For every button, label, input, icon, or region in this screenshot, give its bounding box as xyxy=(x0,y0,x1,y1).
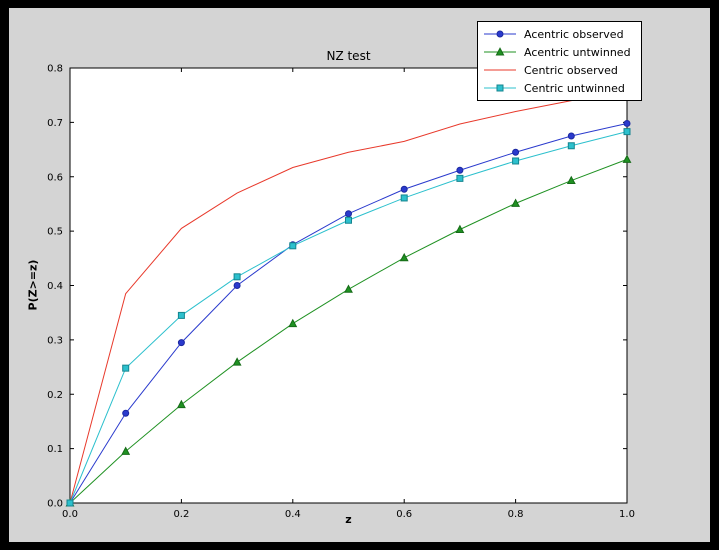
data-marker xyxy=(177,311,185,319)
data-marker xyxy=(288,318,298,328)
x-axis-label: z xyxy=(345,513,352,526)
x-tick-label: 0.4 xyxy=(285,509,301,520)
legend: Acentric observed Acentric untwinned Centr… xyxy=(477,21,642,101)
data-marker xyxy=(177,339,185,347)
data-marker xyxy=(512,157,520,165)
y-tick-label: 0.1 xyxy=(47,444,63,455)
data-marker xyxy=(176,399,186,409)
data-marker xyxy=(623,128,631,136)
legend-label: Acentric untwinned xyxy=(524,45,631,59)
data-marker xyxy=(399,252,409,262)
legend-item: Acentric untwinned xyxy=(483,44,631,60)
data-marker xyxy=(496,84,504,92)
chart-title: NZ test xyxy=(326,49,371,63)
data-marker xyxy=(344,284,353,293)
y-tick-label: 0.4 xyxy=(47,281,63,292)
y-tick-label: 0.7 xyxy=(47,118,63,129)
legend-line-sample xyxy=(484,47,516,56)
y-tick-label: 0.2 xyxy=(47,390,63,401)
y-tick-label: 0.0 xyxy=(47,499,63,510)
data-marker xyxy=(233,273,241,281)
data-marker xyxy=(122,364,130,372)
legend-label: Acentric observed xyxy=(524,27,624,41)
legend-line-sample xyxy=(484,69,516,71)
data-marker xyxy=(456,166,464,174)
figure: 0.0 0.2 0.4 0.6 0.8 1.0 0.0 0.1 0.2 0.3 0.4 0.5 0.6 0… xyxy=(9,8,710,542)
series-centric-observed xyxy=(69,90,628,504)
plot-canvas: 0.0 0.2 0.4 0.6 0.8 1.0 0.0 0.1 0.2 0.3 0.4 0.5 0.6 0… xyxy=(47,64,635,521)
data-marker xyxy=(400,194,408,202)
x-tick-label: 0.0 xyxy=(62,509,78,520)
data-marker xyxy=(496,30,504,38)
data-marker xyxy=(233,282,241,289)
data-marker xyxy=(455,224,465,233)
data-marker xyxy=(622,154,632,163)
data-marker xyxy=(232,357,242,366)
series-line xyxy=(69,90,628,504)
legend-label: Centric untwinned xyxy=(524,81,625,95)
legend-line-sample xyxy=(484,30,516,38)
y-tick-label: 0.8 xyxy=(47,64,63,75)
series-centric-untwinned xyxy=(66,128,631,507)
legend-item: Acentric observed xyxy=(483,26,631,42)
legend-line-sample xyxy=(484,84,516,92)
data-marker xyxy=(512,148,520,156)
x-tick-label: 1.0 xyxy=(619,509,635,520)
data-marker xyxy=(66,499,74,507)
data-marker xyxy=(121,446,131,455)
data-marker xyxy=(567,142,575,150)
data-marker xyxy=(566,175,576,185)
data-marker xyxy=(495,47,505,56)
data-marker xyxy=(345,210,352,218)
legend-item: Centric untwinned xyxy=(483,80,631,96)
x-tick-label: 0.6 xyxy=(396,509,412,520)
legend-item: Centric observed xyxy=(483,62,631,78)
data-marker xyxy=(511,198,521,207)
data-marker xyxy=(456,174,464,182)
y-tick-label: 0.6 xyxy=(47,172,63,183)
x-tick-label: 0.2 xyxy=(173,509,189,520)
data-marker xyxy=(122,409,130,417)
data-marker xyxy=(567,132,575,140)
y-axis-label: P(Z>=z) xyxy=(26,259,40,311)
y-tick-label: 0.5 xyxy=(47,227,63,238)
legend-label: Centric observed xyxy=(524,63,618,77)
y-tick-label: 0.3 xyxy=(47,335,63,346)
data-marker xyxy=(289,242,297,250)
data-marker xyxy=(623,119,631,127)
x-tick-label: 0.8 xyxy=(508,509,524,520)
data-marker xyxy=(345,216,352,224)
data-marker xyxy=(400,185,408,193)
